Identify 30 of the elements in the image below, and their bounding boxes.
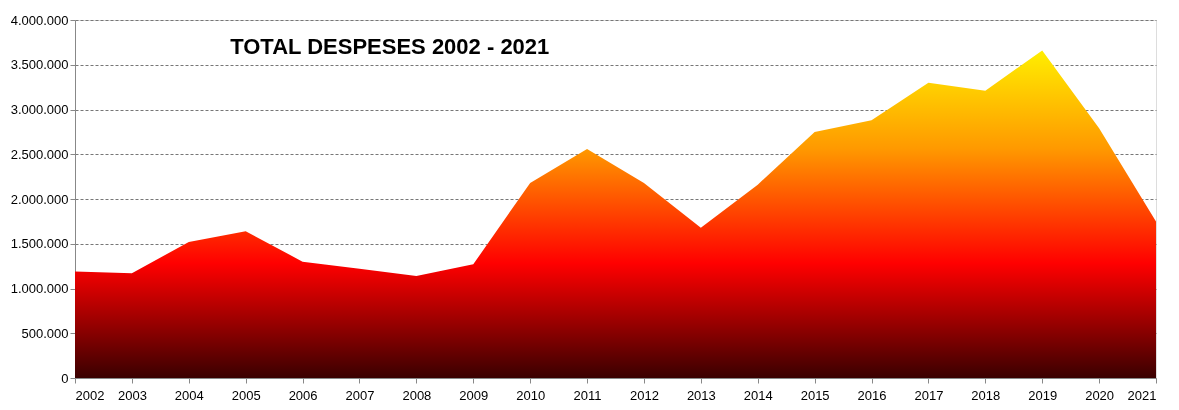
y-tick-label: 2.500.000 [10, 146, 69, 162]
y-tick-label: 500.000 [21, 325, 69, 341]
x-tick-label: 2019 [1028, 387, 1058, 403]
x-tick-label: 2002 [75, 387, 105, 403]
y-tick-label: 1.000.000 [10, 281, 69, 296]
y-tick-label: 3.000.000 [10, 102, 69, 117]
x-tick-label: 2020 [1085, 387, 1115, 403]
x-tick-label: 2013 [686, 387, 716, 403]
x-tick-label: 2012 [629, 387, 659, 403]
x-tick-label: 2011 [573, 387, 602, 403]
x-tick-label: 2006 [288, 387, 318, 403]
y-tick-label: 1.500.000 [10, 236, 69, 252]
x-tick-label: 2014 [743, 387, 773, 403]
x-tick-label: 2009 [459, 387, 489, 403]
x-tick-label: 2003 [117, 387, 147, 403]
x-tick-label: 2016 [857, 387, 887, 403]
x-tick-label: 2018 [971, 387, 1001, 403]
y-tick-label: 0 [61, 370, 69, 386]
y-tick-label: 3.500.000 [10, 57, 69, 73]
x-tick-label: 2015 [800, 387, 830, 403]
x-tick-label: 2021 [1127, 387, 1157, 403]
x-tick-label: 2008 [402, 387, 432, 403]
y-tick-label: 4.000.000 [10, 12, 69, 28]
text: TOTAL DESPESES 2002 - 2021 [230, 34, 550, 59]
x-tick-label: 2004 [174, 387, 204, 403]
x-tick-label: 2017 [914, 387, 944, 403]
x-tick-label: 2005 [231, 387, 261, 403]
x-tick-label: 2010 [516, 387, 546, 403]
x-tick-label: 2007 [345, 387, 375, 403]
y-tick-label: 2.000.000 [10, 191, 69, 207]
